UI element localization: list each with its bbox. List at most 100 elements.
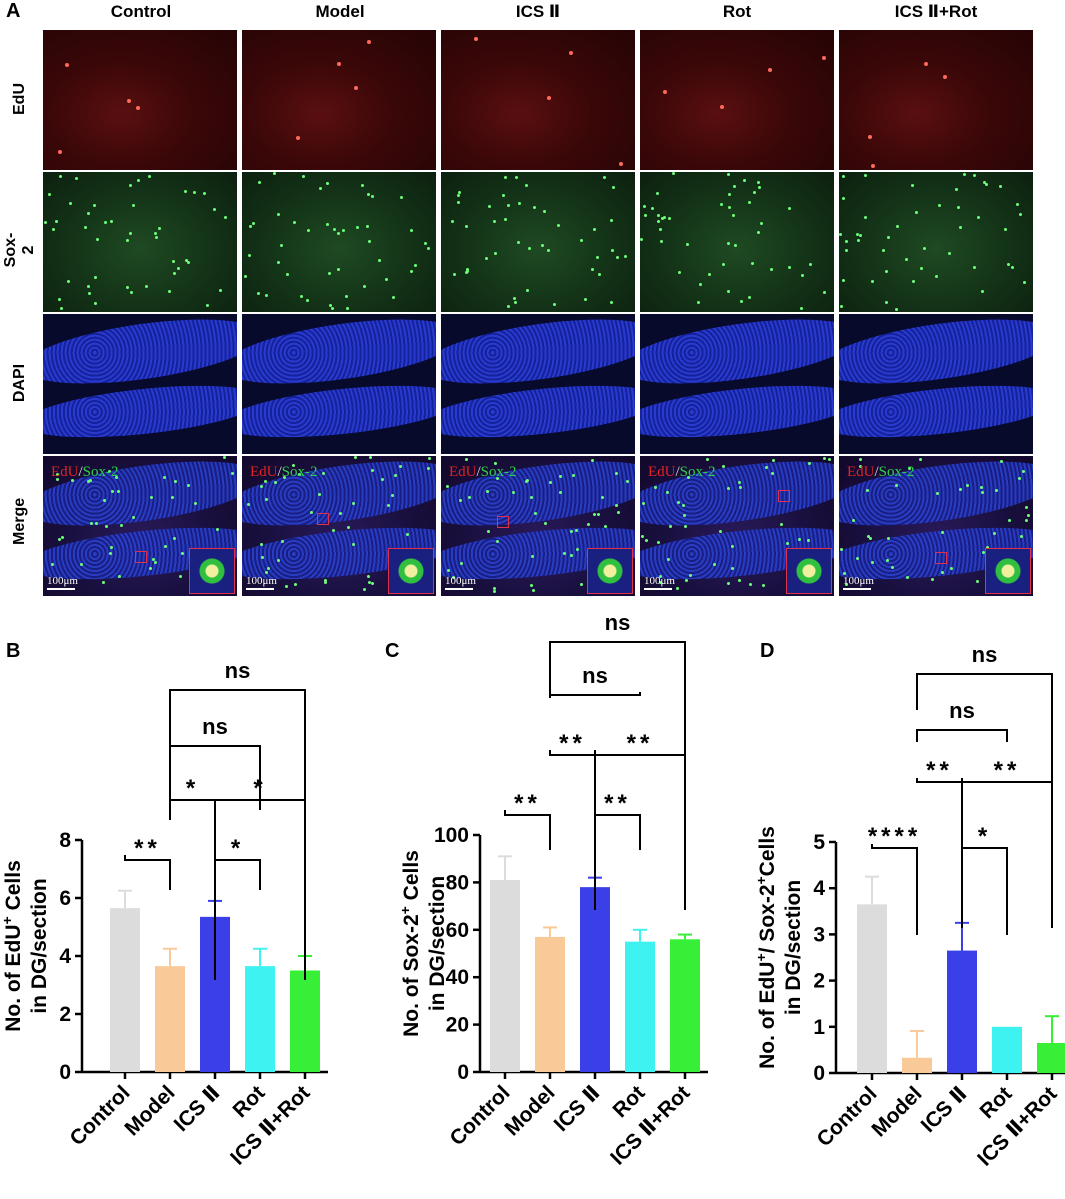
bar-icsii_rot (290, 970, 320, 1072)
zoom-inset (587, 548, 633, 594)
y-tick-label: 1 (813, 1016, 825, 1039)
column-header-rot: Rot (722, 2, 752, 21)
significance-label: ** (514, 790, 541, 817)
column-header-model: Model (315, 2, 365, 21)
chart-b: 0 2 4 6 8 No. of EdU+ Cells in DG/section Contr… (0, 658, 328, 1170)
significance-bracket (961, 844, 1008, 935)
significance-label: ns (582, 663, 608, 688)
y-axis-label-line1: No. of EdU+/ Sox-2+Cells (753, 826, 779, 1069)
bar-icsii_rot (1037, 1042, 1065, 1073)
micrograph-dapi-2 (242, 314, 436, 454)
roi-box (497, 516, 509, 528)
bar-icsii (947, 950, 977, 1073)
y-axis-label: No. of EdU+ Cells in DG/section (0, 860, 51, 1032)
scale-bar: 100μm (246, 575, 277, 590)
y-tick-label: 0 (59, 1061, 71, 1084)
significance-label: **** (868, 823, 921, 850)
x-tick-label: Control (445, 1081, 514, 1150)
micrograph-sox-2 (242, 172, 436, 312)
micrograph-merge-5: EdU/Sox-2 100μm (839, 456, 1033, 596)
significance-bracket (916, 729, 1008, 742)
roi-box (135, 551, 147, 563)
micrograph-sox-5 (839, 172, 1033, 312)
significance-bracket (549, 750, 596, 910)
significance-label: ns (225, 658, 251, 683)
micrograph-dapi-4 (640, 314, 834, 454)
y-tick-label: 3 (813, 923, 825, 946)
y-tick-label: 5 (813, 831, 825, 854)
zoom-inset (388, 548, 434, 594)
significance-label: ns (605, 610, 631, 635)
zoom-inset (786, 548, 832, 594)
significance-bracket (124, 855, 171, 890)
roi-box (778, 490, 790, 502)
micrograph-edu-2 (242, 30, 436, 170)
significance-bracket (169, 689, 306, 800)
y-tick-label: 4 (59, 945, 71, 968)
row-label-merge: Merge (11, 497, 28, 545)
column-header-control: Control (110, 2, 172, 21)
roi-box (317, 513, 329, 525)
micrograph-sox-3 (441, 172, 635, 312)
y-axis-label-line1: No. of Sox-2+ Cells (397, 850, 423, 1037)
significance-label: ** (627, 730, 654, 757)
y-tick-label: 0 (457, 1061, 469, 1084)
significance-label: ns (202, 714, 228, 739)
y-tick-label: 20 (446, 1014, 469, 1037)
y-tick-label: 60 (446, 919, 469, 942)
significance-label: * (186, 775, 199, 802)
x-tick-label: ICS Ⅱ (550, 1081, 605, 1136)
y-axis-label-line1: No. of EdU+ Cells (0, 860, 25, 1032)
y-tick-label: 0 (813, 1062, 825, 1085)
significance-label: * (231, 835, 244, 862)
y-tick-label: 8 (59, 829, 71, 852)
bar-rot (625, 941, 655, 1072)
panel-letter-c: C (385, 640, 400, 662)
y-tick-label: 80 (446, 871, 469, 894)
panel-letter-a: A (6, 0, 21, 22)
significance-label: * (253, 775, 266, 802)
roi-box (935, 552, 947, 564)
column-header-icsii-rot: ICS Ⅱ+Rot (894, 2, 978, 21)
y-axis-label: No. of Sox-2+ Cells in DG/section (397, 850, 449, 1037)
micrograph-dapi-5 (839, 314, 1033, 454)
bar-control (490, 880, 520, 1072)
y-tick-label: 100 (434, 824, 469, 847)
micrograph-sox-1 (43, 172, 237, 312)
scale-bar: 100μm (843, 575, 874, 590)
significance-bracket (549, 641, 686, 908)
row-label-dapi: DAPI (11, 363, 28, 403)
y-tick-label: 4 (813, 877, 825, 900)
merge-channel-label: EdU/Sox-2 (847, 464, 915, 480)
significance-bracket (916, 778, 963, 928)
column-header-icsii: ICS Ⅱ (515, 2, 561, 21)
bar-icsii (580, 887, 610, 1072)
y-tick-label: 40 (446, 966, 469, 989)
significance-bracket (504, 810, 551, 850)
scale-bar: 100μm (445, 575, 476, 590)
micrograph-merge-2: EdU/Sox-2 100μm (242, 456, 436, 596)
micrograph-edu-5 (839, 30, 1033, 170)
x-tick-label: ICS Ⅱ (917, 1082, 972, 1137)
significance-bracket (916, 673, 1053, 918)
y-tick-label: 6 (59, 887, 71, 910)
zoom-inset (985, 548, 1031, 594)
zoom-inset (189, 548, 235, 594)
y-tick-label: 2 (59, 1003, 71, 1026)
bar-rot (245, 966, 275, 1072)
bar-control (110, 908, 140, 1072)
significance-label: ns (949, 698, 975, 723)
x-tick-label: Control (65, 1081, 134, 1150)
merge-channel-label: EdU/Sox-2 (250, 464, 318, 480)
bar-model (155, 966, 185, 1072)
micrograph-edu-1 (43, 30, 237, 170)
micrograph-merge-4: EdU/Sox-2 100μm (640, 456, 834, 596)
y-tick-label: 2 (813, 970, 825, 993)
bar-rot (992, 1026, 1022, 1073)
bar-model (535, 936, 565, 1072)
bar-model (902, 1057, 932, 1073)
merge-channel-label: EdU/Sox-2 (449, 464, 517, 480)
x-tick-label: Model (120, 1081, 179, 1140)
micrograph-dapi-3 (441, 314, 635, 454)
